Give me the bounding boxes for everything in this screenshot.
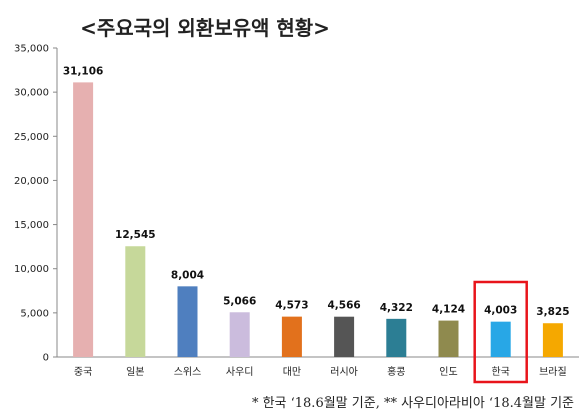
category-label: 홍콩 — [387, 365, 405, 378]
bar — [334, 316, 355, 357]
y-tick-label: 0 — [43, 353, 49, 364]
bar — [542, 323, 563, 357]
y-tick-label: 15,000 — [14, 220, 49, 231]
data-label: 4,566 — [327, 300, 360, 312]
bar — [281, 316, 302, 357]
bar — [229, 312, 250, 357]
category-label: 한국 — [491, 366, 509, 378]
data-label: 31,106 — [63, 65, 104, 77]
bar — [490, 321, 511, 357]
data-label: 5,066 — [223, 295, 256, 307]
y-tick-label: 20,000 — [14, 176, 49, 187]
data-label: 4,322 — [380, 302, 413, 314]
category-label: 대만 — [283, 366, 301, 378]
bar — [73, 82, 94, 358]
category-label: 중국 — [74, 366, 92, 378]
bar — [177, 286, 198, 357]
data-label: 4,124 — [432, 304, 465, 316]
bar — [125, 246, 146, 357]
footnote: * 한국 ‘18.6월말 기준, ** 사우디아라비아 ‘18.4월말 기준 — [251, 396, 574, 411]
bar — [386, 318, 407, 357]
category-label: 스위스 — [174, 365, 202, 378]
data-label: 4,003 — [484, 305, 517, 317]
data-label: 3,825 — [536, 306, 569, 318]
data-label: 8,004 — [171, 269, 204, 281]
data-label: 4,573 — [275, 300, 308, 312]
y-tick-label: 30,000 — [14, 88, 49, 99]
y-tick-label: 5,000 — [20, 308, 49, 319]
highlight-box — [473, 280, 528, 384]
chart-title: <주요국의 외환보유액 현황> — [80, 16, 330, 40]
category-label: 브라질 — [539, 366, 567, 378]
y-tick-label: 35,000 — [14, 44, 49, 55]
category-label: 일본 — [126, 366, 144, 378]
data-label: 12,545 — [115, 229, 156, 241]
bar — [438, 320, 459, 357]
category-label: 사우디 — [226, 366, 254, 378]
category-label: 러시아 — [330, 366, 358, 378]
y-tick-label: 10,000 — [14, 264, 49, 275]
bar-chart: 0 5,000 10,000 15,000 20,000 25,000 30,000 35,0… — [14, 44, 579, 384]
y-tick-label: 25,000 — [14, 132, 49, 143]
category-label: 인도 — [439, 366, 457, 378]
